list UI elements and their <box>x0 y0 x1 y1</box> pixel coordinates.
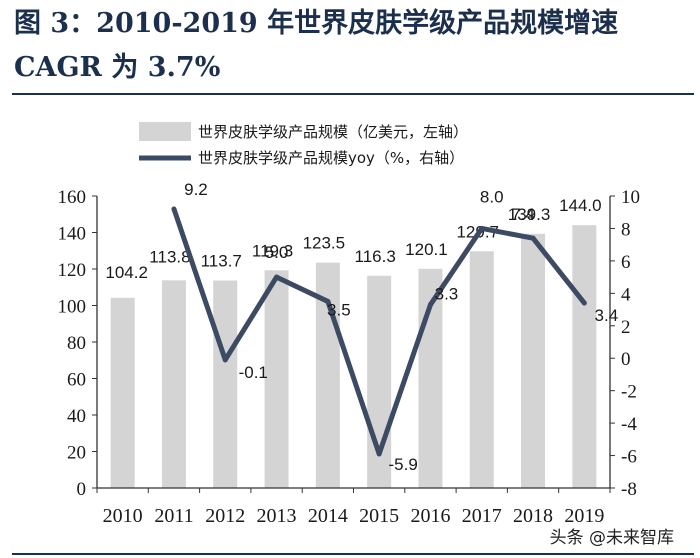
yoy-point-2019 <box>581 300 587 306</box>
bar-value-label: 120.1 <box>405 240 448 259</box>
yoy-point-2015 <box>376 451 382 457</box>
yoy-value-label: 5.0 <box>265 243 289 262</box>
right-tick-label: 6 <box>621 252 631 273</box>
x-tick-label: 2017 <box>462 505 502 527</box>
x-tick-label: 2018 <box>513 505 553 527</box>
bar-value-label: 116.3 <box>355 247 396 266</box>
right-tick-label: 8 <box>621 219 631 240</box>
legend-line-label: 世界皮肤学级产品规模yoy（%，右轴） <box>198 149 464 167</box>
yoy-value-label: 3.5 <box>327 300 351 319</box>
yoy-value-label: 3.4 <box>595 306 619 325</box>
left-tick-label: 160 <box>58 187 87 208</box>
right-tick-label: 10 <box>621 187 640 208</box>
x-tick-label: 2010 <box>103 505 143 527</box>
right-tick-label: 2 <box>621 317 631 338</box>
yoy-point-2013 <box>274 274 280 280</box>
yoy-point-2011 <box>171 206 177 212</box>
bar-value-label: 139.3 <box>508 205 551 224</box>
bar-value-label: 113.8 <box>149 247 190 266</box>
bar-value-label: 119.3 <box>252 241 293 260</box>
left-tick-label: 100 <box>58 297 87 318</box>
bar-value-label: 144.0 <box>559 196 602 215</box>
bar-2018 <box>521 233 546 488</box>
bar-2019 <box>572 225 597 488</box>
yoy-point-2014 <box>325 298 331 304</box>
bar-2012 <box>213 280 238 488</box>
legend-bar-label: 世界皮肤学级产品规模（亿美元，左轴） <box>198 123 468 141</box>
left-tick-label: 60 <box>67 370 86 391</box>
right-tick-label: -8 <box>621 479 637 500</box>
yoy-value-label: -5.9 <box>389 455 418 474</box>
bar-2017 <box>469 251 494 488</box>
left-tick-label: 0 <box>77 479 87 500</box>
left-tick-label: 80 <box>67 333 86 354</box>
yoy-point-2017 <box>479 225 485 231</box>
bar-value-label: 113.7 <box>201 251 242 270</box>
yoy-value-label: -0.1 <box>239 363 268 382</box>
yoy-value-label: 3.3 <box>435 285 459 304</box>
watermark: 头条 @未来智库 <box>549 523 674 548</box>
x-tick-label: 2019 <box>564 505 604 527</box>
left-tick-label: 140 <box>58 224 87 245</box>
right-tick-label: 0 <box>621 349 631 370</box>
left-tick-label: 40 <box>67 406 86 427</box>
left-tick-label: 120 <box>58 260 87 281</box>
bar-value-label: 123.5 <box>303 234 346 253</box>
x-tick-label: 2013 <box>257 505 297 527</box>
x-tick-label: 2014 <box>308 505 348 527</box>
bar-2010 <box>110 297 135 488</box>
figure-title: 图 3：2010-2019 年世界皮肤学级产品规模增速 CAGR 为 3.7% <box>14 8 619 83</box>
x-tick-label: 2016 <box>410 505 450 527</box>
legend-bar-swatch <box>139 122 191 141</box>
right-tick-label: -6 <box>621 447 637 468</box>
bar-2013 <box>264 270 289 488</box>
right-tick-label: -2 <box>621 382 637 403</box>
x-tick-label: 2015 <box>359 505 399 527</box>
right-tick-label: -4 <box>621 414 637 435</box>
yoy-value-label: 8.0 <box>480 187 504 206</box>
yoy-point-2012 <box>222 357 228 363</box>
title-divider <box>12 93 694 95</box>
yoy-value-label: 7.4 <box>511 205 535 224</box>
right-tick-label: 4 <box>621 284 631 305</box>
yoy-value-label: 9.2 <box>184 180 208 199</box>
left-tick-label: 20 <box>67 443 86 464</box>
yoy-point-2018 <box>530 235 536 241</box>
x-tick-label: 2011 <box>154 505 193 527</box>
yoy-point-2016 <box>427 302 433 308</box>
bottom-divider <box>12 553 694 555</box>
x-tick-label: 2012 <box>205 505 245 527</box>
bar-2011 <box>161 280 186 488</box>
bar-value-label: 104.2 <box>105 263 148 282</box>
